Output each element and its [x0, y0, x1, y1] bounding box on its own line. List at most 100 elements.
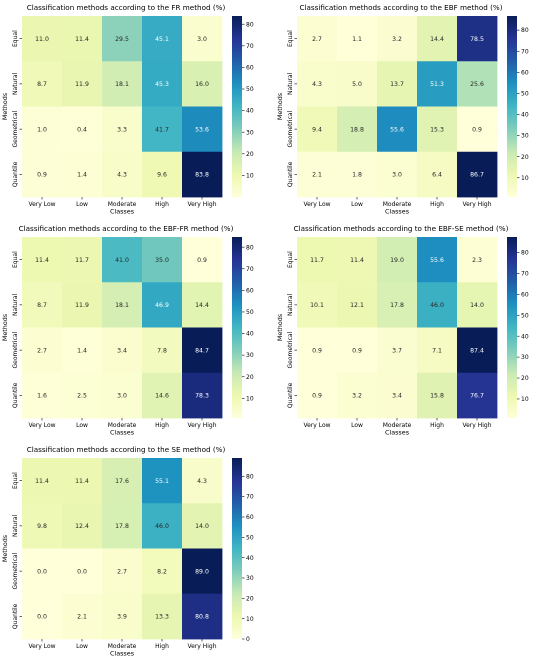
x-tick-label: Very High: [462, 422, 491, 429]
x-tick-label: Low: [76, 643, 88, 650]
heatmap-cell: [62, 151, 103, 198]
heatmap-cell: [297, 282, 338, 328]
colorbar-tick-label: 80: [246, 473, 254, 480]
heatmap-cell: [377, 327, 418, 374]
heatmap-cell: [297, 61, 338, 107]
y-tick-label: Geometrical: [12, 552, 19, 589]
cell-value-label: 11.7: [75, 257, 89, 264]
heatmap-panel-2: Classification methods according to the …: [276, 3, 529, 216]
cell-value-label: 25.6: [470, 81, 484, 88]
heatmap-cell: [297, 237, 338, 283]
chart-title: Classification methods according to the …: [299, 3, 502, 12]
heatmap-cell: [62, 503, 103, 549]
heatmap-cell: [337, 151, 378, 198]
x-tick-label: Very High: [187, 201, 216, 208]
chart-title: Classification methods according to the …: [19, 224, 234, 233]
heatmap-cell: [182, 151, 223, 198]
heatmap-cell: [22, 327, 63, 374]
colorbar-tick-label: 60: [246, 514, 254, 521]
x-tick-label: High: [430, 201, 444, 208]
heatmap-cell: [22, 548, 63, 595]
colorbar-tick-label: 30: [246, 352, 254, 359]
heatmap-cell: [142, 327, 183, 374]
cell-value-label: 87.4: [470, 347, 484, 354]
cell-value-label: 7.1: [432, 347, 442, 354]
colorbar-tick-label: 40: [246, 331, 254, 338]
x-tick-label: Moderate: [108, 643, 137, 650]
heatmap-cell: [22, 503, 63, 549]
heatmap-cell: [457, 16, 498, 62]
x-tick-label: Very High: [187, 643, 216, 650]
cell-value-label: 46.0: [155, 523, 169, 530]
heatmap-cell: [297, 16, 338, 62]
y-tick-label: Quantile: [12, 161, 19, 187]
heatmap-cell: [457, 282, 498, 328]
colorbar-tick-label: 20: [246, 595, 254, 602]
colorbar-tick-label: 50: [246, 86, 254, 93]
x-tick-label: Very Low: [28, 201, 55, 208]
y-tick-label: Quantile: [12, 382, 19, 408]
cell-value-label: 14.4: [430, 36, 444, 43]
colorbar: [232, 237, 242, 418]
cell-value-label: 17.6: [115, 478, 129, 485]
heatmap-cell: [22, 151, 63, 198]
cell-value-label: 1.4: [77, 347, 87, 354]
heatmap-cell: [142, 61, 183, 107]
heatmap-cell: [377, 106, 418, 153]
heatmap-cell: [22, 106, 63, 153]
heatmap-cell: [142, 503, 183, 549]
cell-value-label: 4.3: [312, 81, 322, 88]
colorbar-tick-label: 70: [521, 271, 529, 278]
chart-title: Classification methods according to the …: [27, 445, 226, 454]
y-tick-label: Equal: [287, 30, 294, 47]
heatmap-cell: [102, 61, 143, 107]
y-tick-label: Natural: [12, 293, 19, 315]
y-axis-label: Methods: [1, 92, 9, 120]
colorbar-tick-label: 10: [521, 396, 529, 403]
colorbar-tick-label: 20: [246, 374, 254, 381]
y-tick-label: Equal: [12, 472, 19, 489]
x-axis-label: Classes: [385, 208, 410, 216]
heatmap-cell: [182, 61, 223, 107]
heatmap-cell: [417, 16, 458, 62]
cell-value-label: 2.7: [117, 568, 127, 575]
cell-value-label: 11.4: [35, 257, 49, 264]
colorbar-tick-label: 60: [521, 291, 529, 298]
cell-value-label: 16.0: [195, 81, 209, 88]
heatmap-cell: [457, 106, 498, 153]
cell-value-label: 86.7: [470, 172, 484, 179]
colorbar-tick-label: 20: [521, 375, 529, 382]
x-axis-label: Classes: [385, 429, 410, 437]
cell-value-label: 2.7: [37, 347, 47, 354]
colorbar-tick-label: 50: [521, 91, 529, 98]
colorbar-tick-label: 10: [246, 616, 254, 623]
cell-value-label: 0.9: [472, 126, 482, 133]
heatmap-cell: [417, 282, 458, 328]
heatmap-panel-3: Classification methods according to the …: [1, 224, 254, 437]
cell-value-label: 2.1: [312, 172, 322, 179]
y-tick-label: Geometrical: [287, 110, 294, 147]
x-axis-label: Classes: [110, 208, 135, 216]
cell-value-label: 46.9: [155, 302, 169, 309]
heatmap-panel-5: Classification methods according to the …: [1, 445, 254, 658]
cell-value-label: 1.8: [352, 172, 362, 179]
cell-value-label: 14.0: [195, 523, 209, 530]
y-tick-label: Natural: [12, 72, 19, 94]
colorbar-tick-label: 20: [521, 154, 529, 161]
heatmap-cell: [142, 282, 183, 328]
x-tick-label: Moderate: [108, 201, 137, 208]
colorbar-tick-label: 30: [246, 129, 254, 136]
heatmap-cell: [102, 548, 143, 595]
heatmap-cell: [182, 548, 223, 595]
cell-value-label: 11.4: [75, 478, 89, 485]
heatmap-cell: [337, 282, 378, 328]
colorbar-tick-label: 10: [521, 175, 529, 182]
cell-value-label: 8.7: [37, 302, 47, 309]
cell-value-label: 14.4: [195, 302, 209, 309]
cell-value-label: 11.9: [75, 302, 89, 309]
cell-value-label: 18.8: [350, 126, 364, 133]
cell-value-label: 55.1: [155, 478, 169, 485]
cell-value-label: 8.7: [37, 81, 47, 88]
heatmap-cell: [297, 327, 338, 374]
x-tick-label: High: [155, 643, 169, 650]
